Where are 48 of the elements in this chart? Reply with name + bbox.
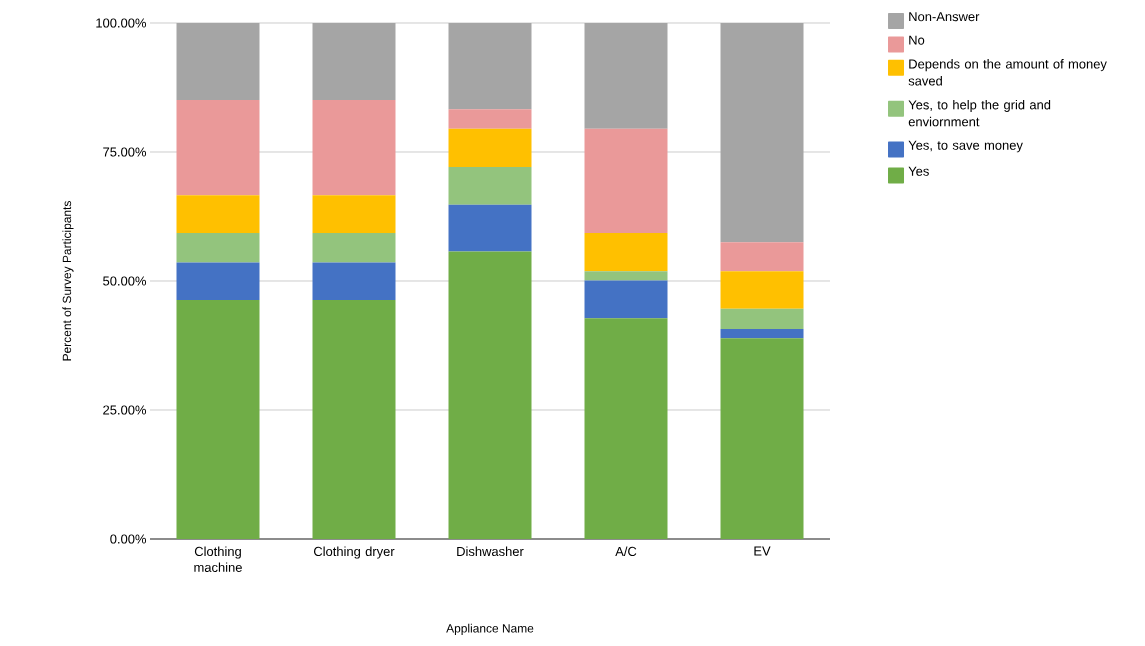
bar — [448, 166, 532, 205]
y-tick-label: 25.00% — [103, 405, 147, 415]
bar — [176, 23, 260, 100]
bar — [720, 338, 804, 539]
legend-label: Non-Answer — [909, 12, 980, 22]
x-tick-label: A/C — [615, 546, 637, 557]
bar — [176, 99, 260, 196]
bar — [720, 308, 804, 329]
y-tick-label: 0.00% — [110, 534, 147, 544]
bar — [176, 195, 260, 234]
x-tick-label: Clothing dryer — [313, 546, 395, 559]
legend-label: Yes — [908, 166, 929, 176]
bar — [176, 233, 260, 263]
bar — [312, 262, 396, 301]
legend-label: Yes, to save money — [908, 140, 1023, 153]
bar — [312, 99, 396, 196]
x-tick-label: Dishwasher — [457, 546, 524, 557]
bar — [312, 233, 396, 263]
y-tick-label: 100.00% — [96, 18, 147, 28]
legend-label: Yes, to help the grid and enviornment — [908, 99, 1051, 127]
bar — [584, 128, 668, 234]
bar — [312, 195, 396, 234]
bar — [720, 23, 804, 243]
x-tick-label: Clothing machine — [194, 546, 242, 572]
bar — [448, 251, 532, 539]
x-axis-title: Appliance Name — [446, 623, 534, 635]
y-tick-label: 75.00% — [103, 147, 147, 157]
x-tick-label: EV — [754, 546, 771, 556]
bar — [720, 271, 804, 309]
bar — [448, 23, 532, 110]
legend-label: Depends on the amount of money saved — [908, 59, 1107, 86]
bar — [584, 271, 668, 281]
bar — [584, 280, 668, 319]
bar — [584, 233, 668, 272]
bar — [312, 23, 396, 100]
bar — [584, 23, 668, 129]
bar — [720, 242, 804, 272]
bar — [176, 262, 260, 301]
y-tick-label: 50.00% — [103, 276, 147, 286]
bar — [720, 328, 804, 339]
bar — [176, 300, 260, 539]
y-axis-title: Percent of Survey Participants — [62, 201, 74, 361]
legend-label: No — [909, 35, 925, 45]
bar — [448, 109, 532, 129]
bar — [448, 128, 532, 167]
bar — [448, 204, 532, 252]
bar — [584, 318, 668, 539]
bar — [312, 300, 396, 539]
